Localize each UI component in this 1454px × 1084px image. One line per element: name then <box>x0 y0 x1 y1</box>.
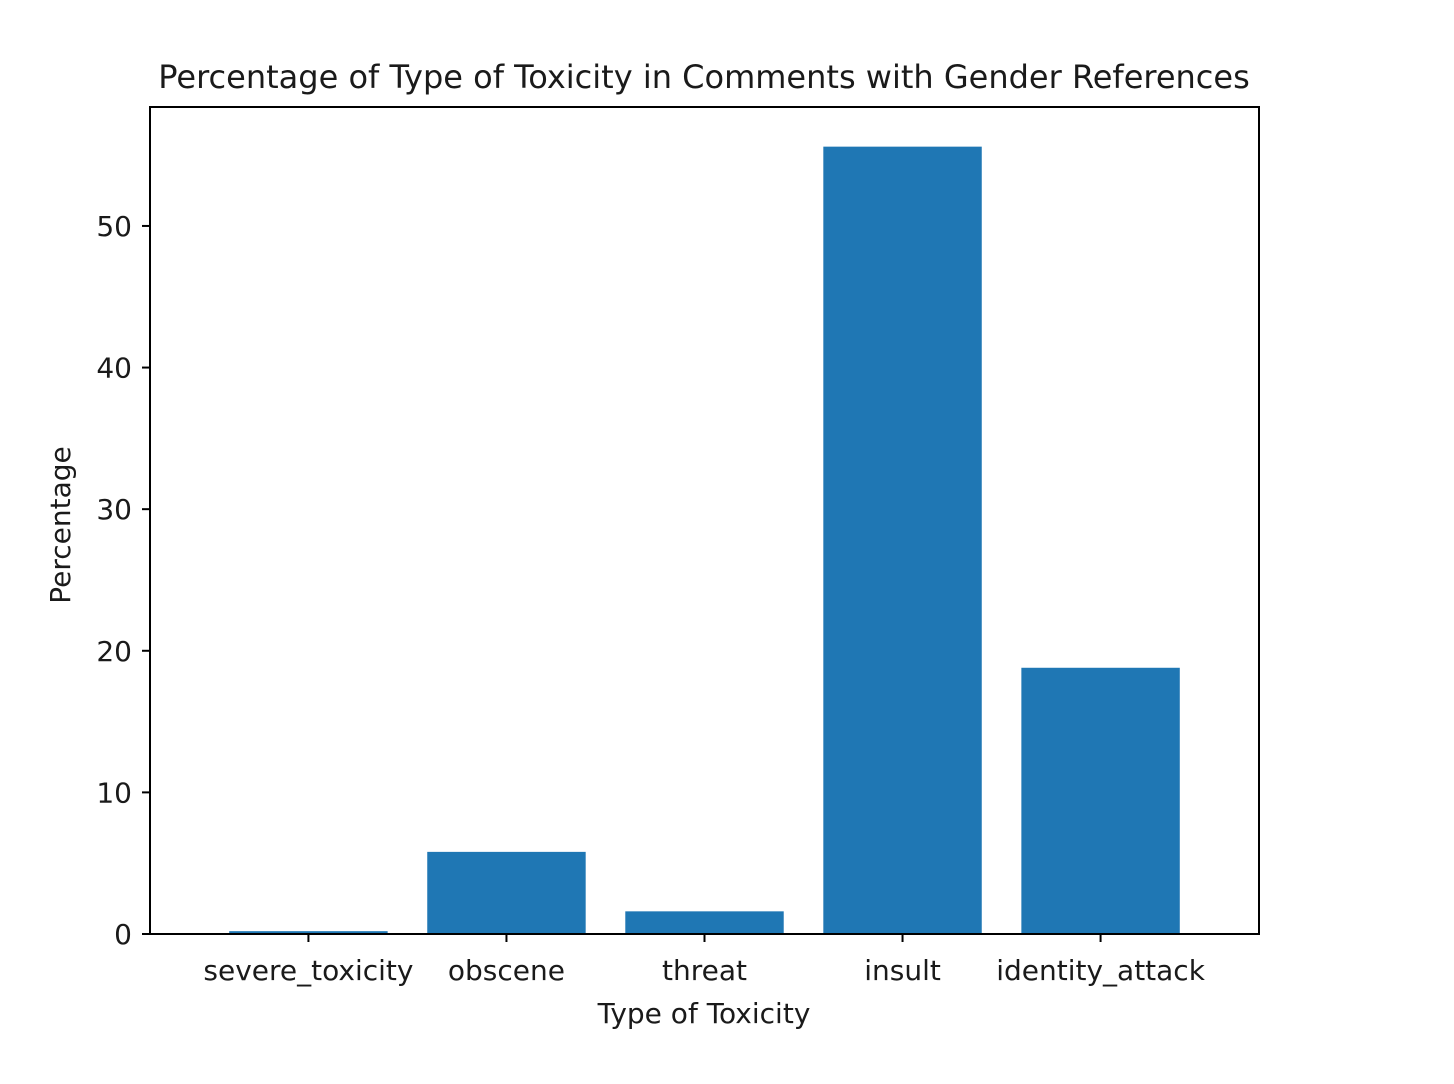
y-tick-label: 40 <box>96 352 132 385</box>
bar-identity-attack <box>1021 667 1180 934</box>
bar-severe-toxicity <box>229 931 388 934</box>
y-tick-label: 20 <box>96 635 132 668</box>
x-tick-label: severe_toxicity <box>203 954 413 987</box>
y-tick-label: 0 <box>114 918 132 951</box>
x-tick-label: insult <box>864 954 941 987</box>
y-axis-label: Percentage <box>44 446 77 604</box>
y-tick-label: 10 <box>96 776 132 809</box>
y-axis-ticks: 0 10 20 30 40 50 <box>96 210 150 951</box>
x-axis-ticks: severe_toxicity obscene threat insult identi… <box>203 934 1206 987</box>
y-tick-label: 50 <box>96 210 132 243</box>
plot-frame <box>149 106 1260 935</box>
bars-group <box>229 146 1180 934</box>
chart-title: Percentage of Type of Toxicity in Commen… <box>158 58 1250 96</box>
x-tick-label: obscene <box>448 954 565 987</box>
bar-threat <box>625 911 784 934</box>
x-axis-label: Type of Toxicity <box>597 997 811 1030</box>
bar-insult <box>823 146 982 934</box>
bar-obscene <box>427 851 586 934</box>
y-tick-label: 30 <box>96 493 132 526</box>
x-tick-label: threat <box>662 954 747 987</box>
x-tick-label: identity_attack <box>996 954 1206 987</box>
